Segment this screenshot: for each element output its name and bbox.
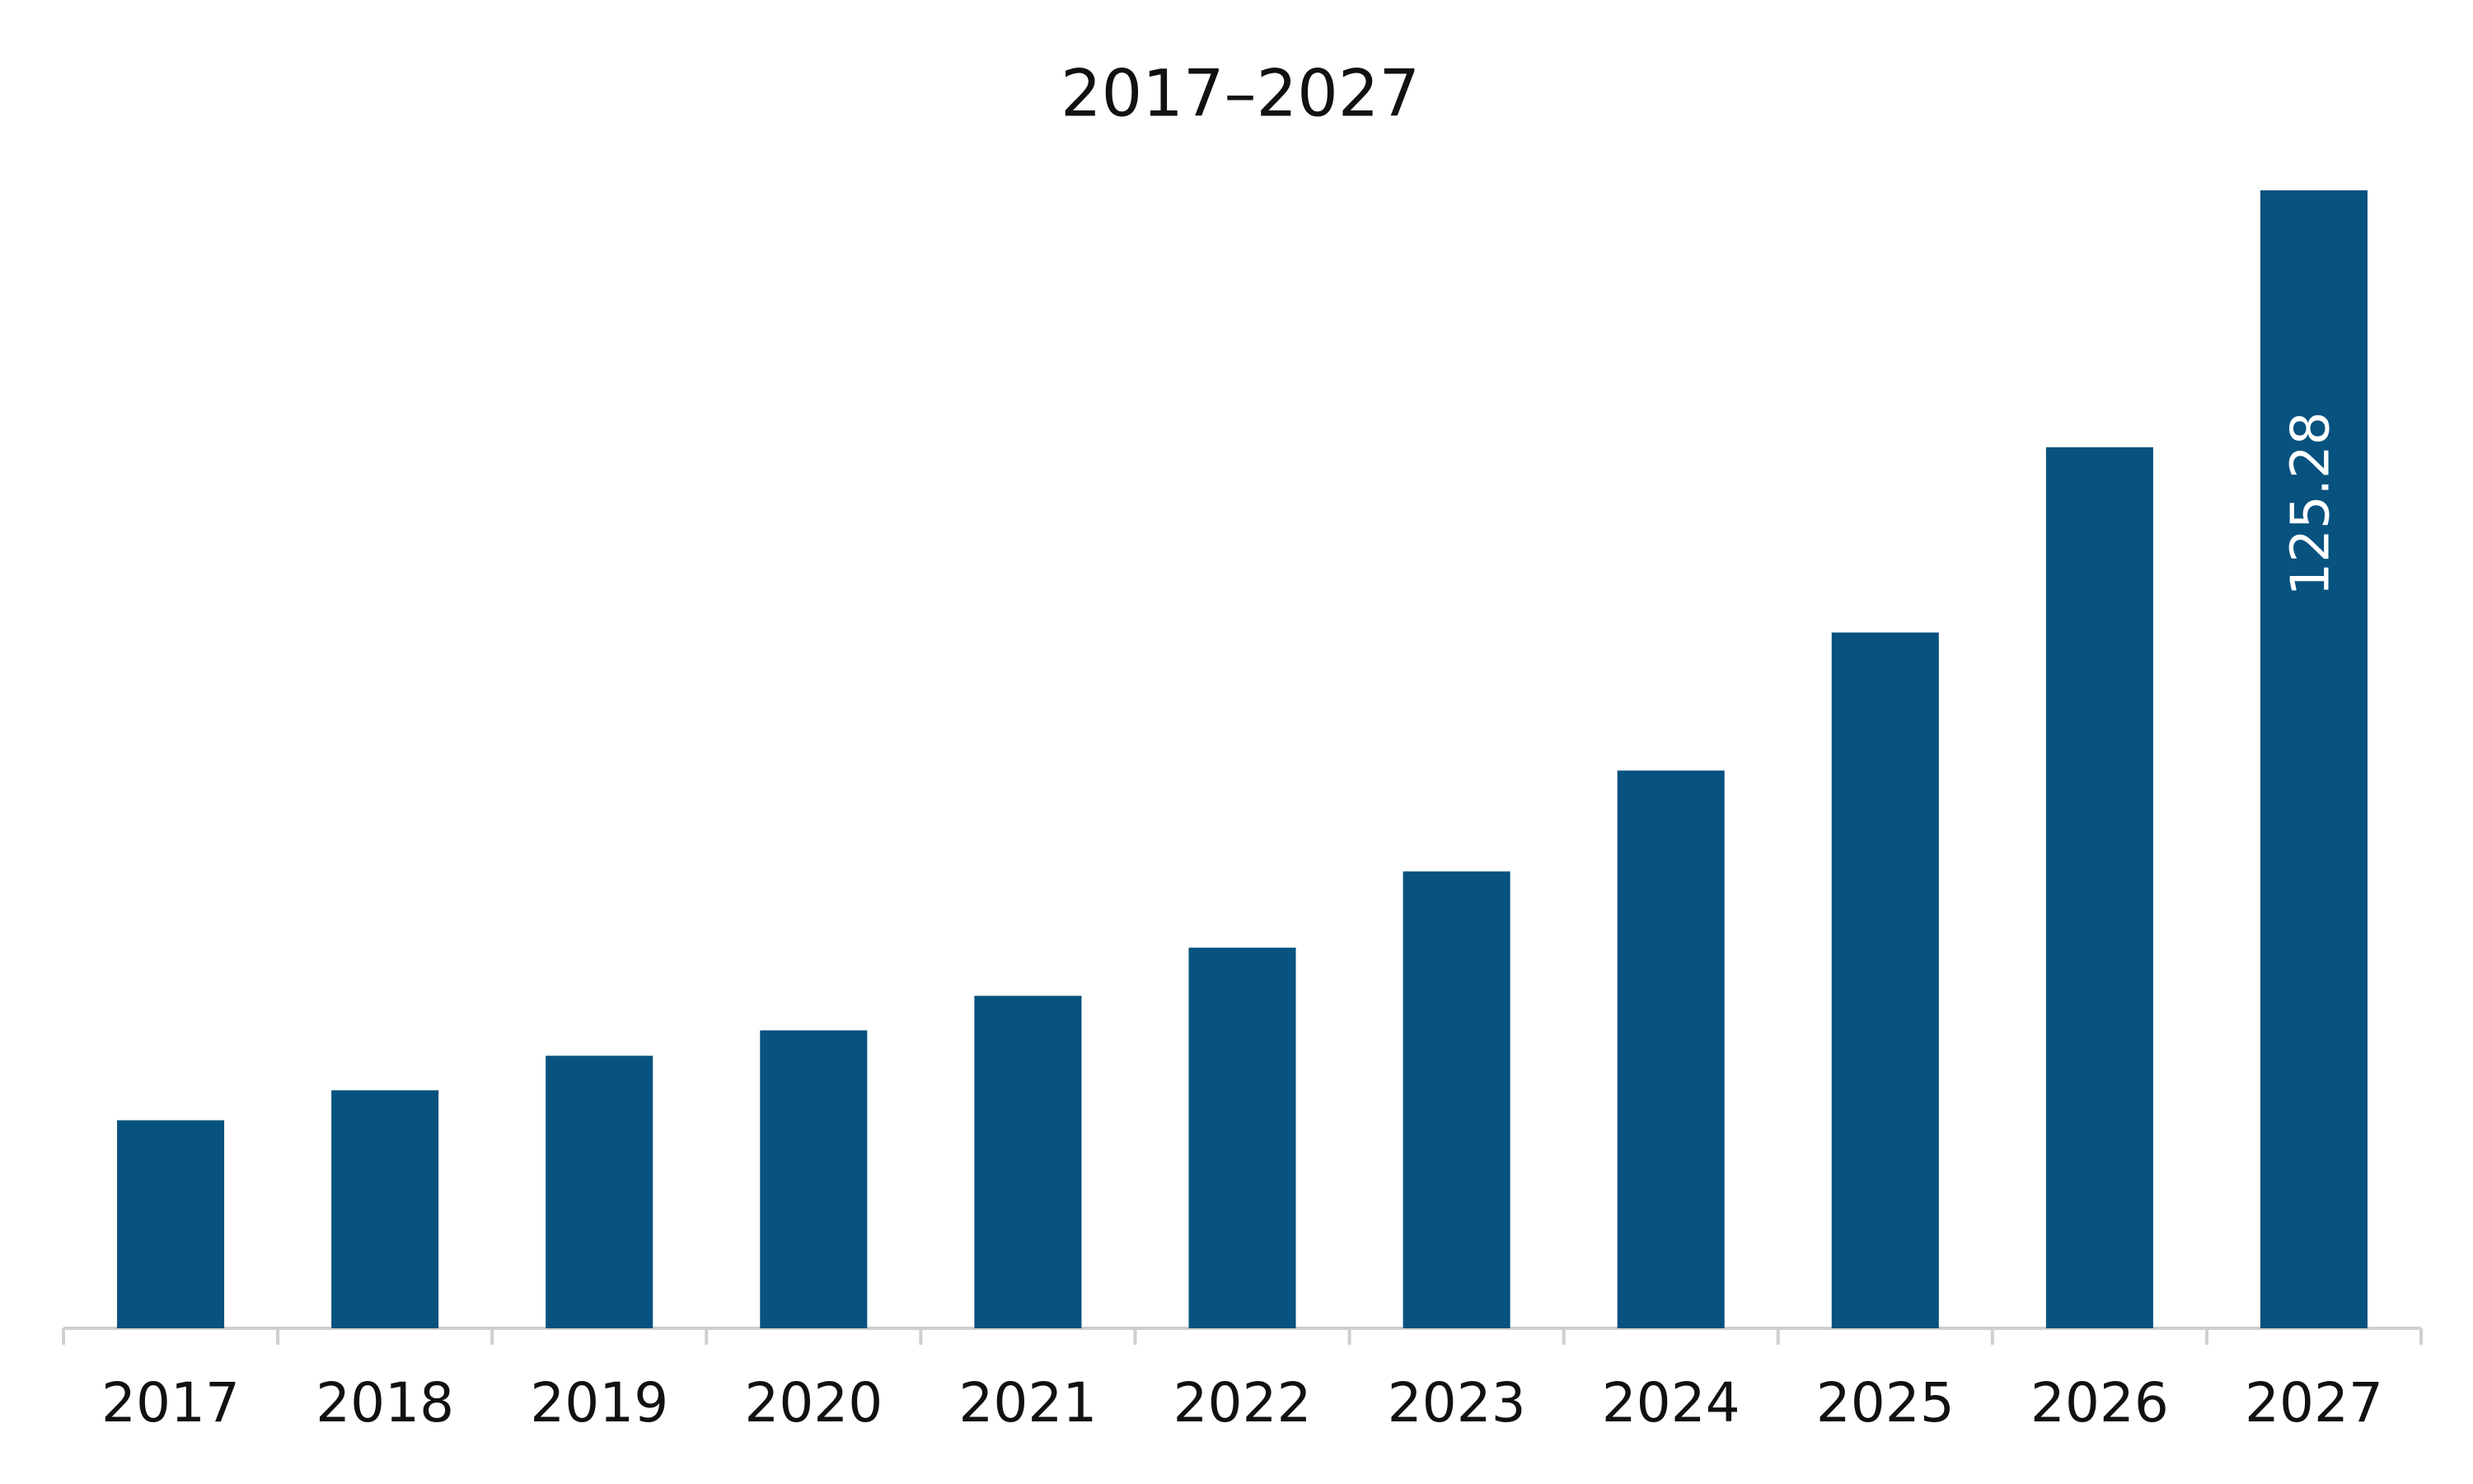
chart-title: 2017–2027 [1061,57,1420,131]
x-tick-label: 2026 [2030,1371,2169,1435]
bar [974,995,1082,1328]
x-tick-label: 2020 [744,1371,883,1435]
bar [546,1056,653,1328]
bar [2045,447,2153,1328]
x-tick-label: 2021 [958,1371,1097,1435]
bar [331,1090,439,1328]
bar [760,1030,868,1328]
x-tick-label: 2022 [1173,1371,1312,1435]
bar [1188,948,1296,1328]
bar [1617,770,1725,1328]
bar [1403,871,1510,1328]
x-tick-label: 2025 [1816,1371,1955,1435]
bar [1831,632,1939,1328]
bar [2260,190,2368,1328]
x-tick-label: 2027 [2245,1371,2383,1435]
x-tick-label: 2019 [530,1371,668,1435]
x-tick-label: 2017 [101,1371,240,1435]
value-label: 125.28 [2281,412,2342,597]
x-tick-label: 2024 [1602,1371,1740,1435]
bar [117,1120,225,1328]
x-tick-label: 2018 [316,1371,454,1435]
x-tick-label: 2023 [1388,1371,1526,1435]
